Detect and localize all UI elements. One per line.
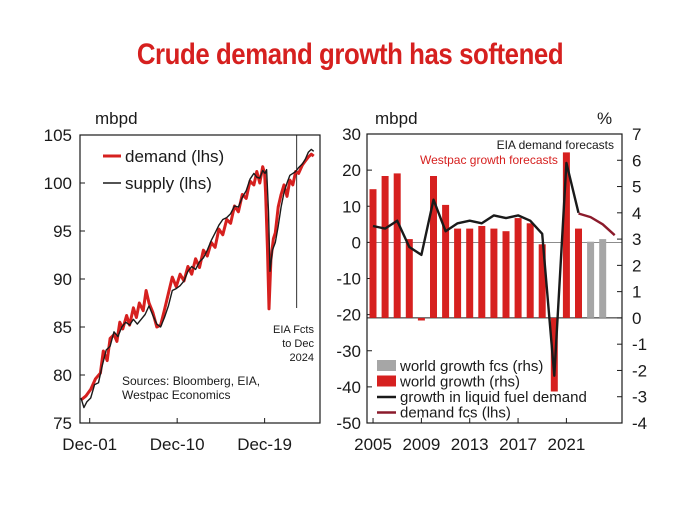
growth-bar: [442, 204, 450, 318]
y-tick-label: 85: [53, 318, 72, 337]
legend-label: growth in liquid fuel demand: [400, 389, 587, 406]
y-tick-label: 95: [53, 222, 72, 241]
x-tick-label: 2021: [547, 435, 585, 454]
lhs-y-tick-label: -30: [336, 342, 361, 361]
growth-bar: [478, 226, 486, 318]
legend-label: supply (lhs): [125, 174, 212, 193]
forecast-annotation: EIA Fcts: [273, 324, 314, 336]
y-tick-label: 100: [44, 174, 72, 193]
x-tick-label: Dec-10: [150, 435, 205, 454]
y-tick-label: 105: [44, 126, 72, 145]
rhs-unit-label: %: [597, 109, 612, 128]
rhs-y-tick-label: 1: [632, 283, 641, 302]
y-unit-label: mbpd: [95, 109, 138, 128]
lhs-y-tick-label: 10: [342, 197, 361, 216]
legend-label: world growth (rhs): [399, 374, 520, 391]
lhs-y-tick-label: -10: [336, 270, 361, 289]
lhs-unit-label: mbpd: [375, 109, 418, 128]
x-tick-label: 2013: [451, 435, 489, 454]
rhs-y-tick-label: 2: [632, 256, 641, 275]
rhs-y-tick-label: -4: [632, 414, 647, 433]
growth-bar: [502, 231, 510, 318]
rhs-y-tick-label: 3: [632, 230, 641, 249]
growth-bar: [369, 189, 377, 318]
westpac-forecast-annotation: Westpac growth forecasts: [420, 153, 558, 167]
forecast-bar: [599, 239, 607, 318]
eia-forecast-annotation: EIA demand forecasts: [497, 138, 614, 152]
rhs-y-tick-label: -1: [632, 335, 647, 354]
growth-bar: [514, 218, 522, 318]
x-tick-label: 2009: [402, 435, 440, 454]
growth-bar: [526, 223, 534, 318]
growth-bar: [393, 173, 401, 318]
growth-bar: [405, 239, 413, 318]
left-chart: 75 80 85 90 95 100 105 mbpd Dec-01 Dec-10 Dec-19 EI…: [44, 109, 321, 454]
growth-bar: [490, 228, 498, 318]
growth-bar: [454, 228, 462, 318]
legend-swatch: [377, 360, 396, 371]
growth-bar: [417, 317, 425, 321]
source-note: Sources: Bloomberg, EIA,: [122, 374, 260, 388]
demand-series-line: [80, 152, 315, 402]
forecast-annotation: to Dec: [282, 338, 314, 350]
x-tick-label: Dec-19: [237, 435, 292, 454]
supply-series-line: [80, 148, 315, 409]
y-tick-label: 75: [53, 414, 72, 433]
source-note: Westpac Economics: [122, 388, 231, 402]
rhs-y-tick-label: 7: [632, 125, 641, 144]
x-tick-label: 2017: [499, 435, 537, 454]
growth-bar: [430, 176, 437, 318]
x-tick-label: 2005: [354, 435, 392, 454]
y-tick-label: 80: [53, 366, 72, 385]
growth-bar: [575, 228, 582, 318]
liquid-fuel-demand-line: [372, 161, 580, 377]
rhs-y-tick-label: -3: [632, 388, 647, 407]
growth-bar: [562, 152, 570, 318]
lhs-y-tick-label: -50: [336, 414, 361, 433]
lhs-y-tick-label: 30: [342, 125, 361, 144]
growth-bar: [466, 228, 474, 318]
lhs-y-tick-label: -20: [336, 306, 361, 325]
legend-swatch: [377, 375, 396, 387]
lhs-y-tick-label: -40: [336, 378, 361, 397]
rhs-y-tick-label: 0: [632, 309, 641, 328]
legend-label: demand (lhs): [125, 147, 224, 166]
forecast-annotation: 2024: [290, 352, 314, 364]
legend-label: demand fcs (lhs): [400, 405, 511, 422]
rhs-y-tick-label: 6: [632, 151, 641, 170]
demand-forecast-line: [578, 212, 616, 237]
lhs-y-tick-label: 20: [342, 161, 361, 180]
rhs-y-tick-label: -2: [632, 361, 647, 380]
rhs-y-tick-label: 4: [632, 204, 641, 223]
x-tick-label: Dec-01: [62, 435, 117, 454]
forecast-bar: [587, 241, 595, 318]
growth-bar: [381, 176, 389, 318]
legend-label: world growth fcs (rhs): [399, 358, 543, 375]
right-chart: -50-40-30-20-100102030-4-3-2-101234567mb…: [336, 109, 647, 454]
lhs-y-tick-label: 0: [352, 233, 361, 252]
chart-title: Crude demand growth has softened: [136, 38, 564, 71]
growth-bar: [538, 244, 546, 318]
rhs-y-tick-label: 5: [632, 178, 641, 197]
y-tick-label: 90: [53, 270, 72, 289]
